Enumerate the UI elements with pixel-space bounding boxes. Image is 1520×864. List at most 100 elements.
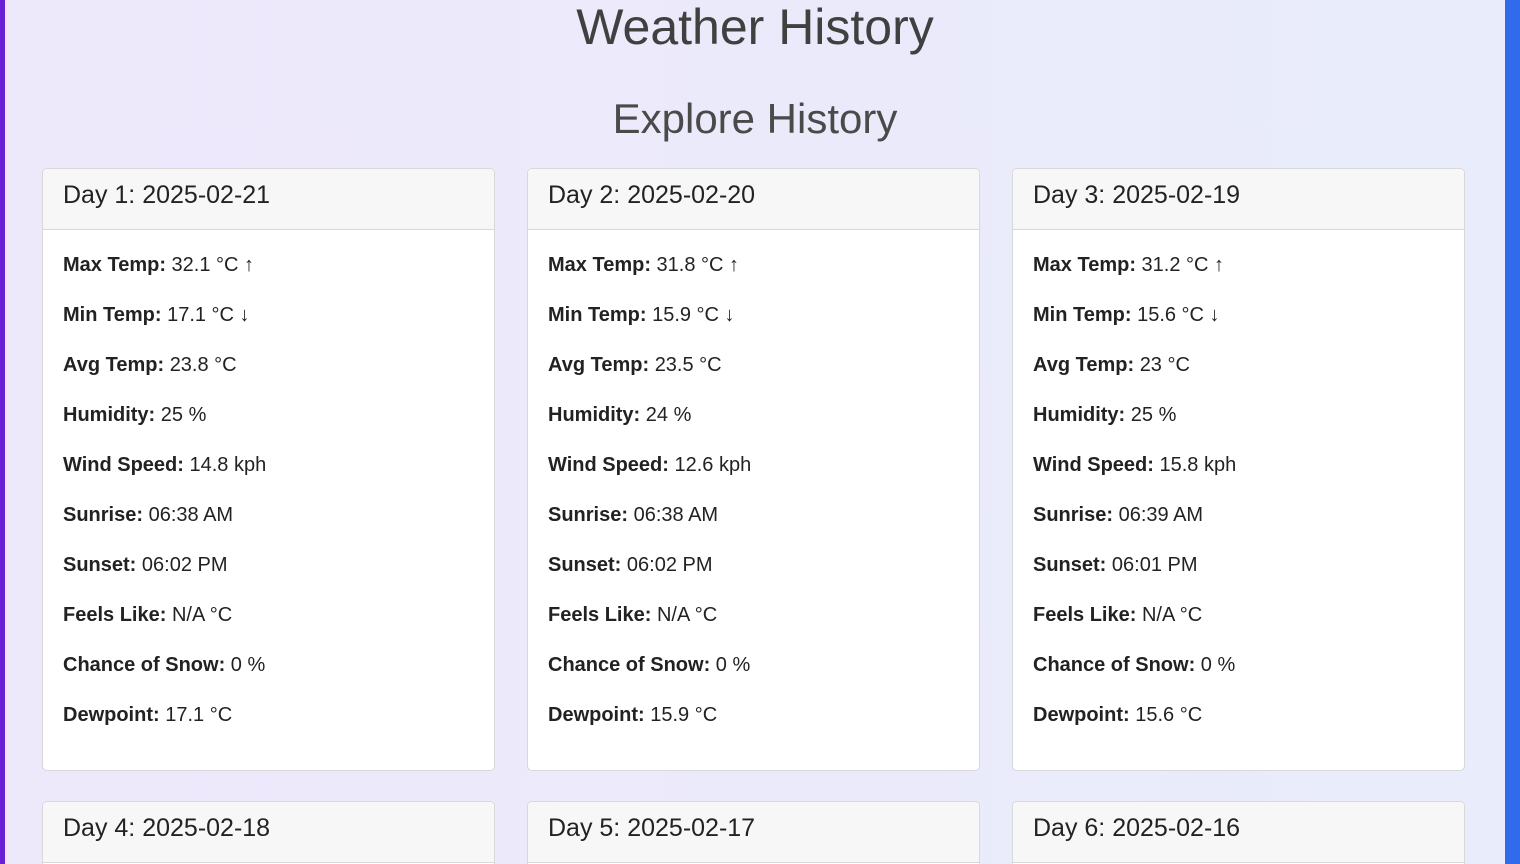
row-value: N/A °C	[656, 604, 718, 626]
max-temp-row: Max Temp: 31.2 °C ↑	[1033, 252, 1444, 302]
row-label: Avg Temp:	[1033, 354, 1135, 376]
row-label: Max Temp:	[1033, 254, 1136, 276]
row-value: 15.6 °C	[1135, 704, 1203, 726]
row-label: Avg Temp:	[548, 354, 650, 376]
humidity-row: Humidity: 24 %	[548, 402, 959, 452]
avg-temp-row: Avg Temp: 23.8 °C	[63, 352, 474, 402]
sunset-row: Sunset: 06:02 PM	[63, 552, 474, 602]
day-card-header: Day 5: 2025-02-17	[528, 802, 979, 863]
row-value: 15.6 °C ↓	[1137, 304, 1220, 326]
row-value: 32.1 °C ↑	[171, 254, 255, 276]
wind-speed-row: Wind Speed: 15.8 kph	[1033, 452, 1444, 502]
row-label: Wind Speed:	[548, 454, 669, 476]
row-label: Sunset:	[63, 554, 137, 576]
row-value: 14.8 kph	[189, 454, 267, 476]
row-value: 06:39 AM	[1118, 504, 1204, 526]
min-temp-row: Min Temp: 15.9 °C ↓	[548, 302, 959, 352]
row-value: 24 %	[645, 404, 692, 426]
row-value: 31.2 °C ↑	[1141, 254, 1225, 276]
row-value: 12.6 kph	[674, 454, 752, 476]
row-value: N/A °C	[171, 604, 233, 626]
row-label: Sunset:	[1033, 554, 1107, 576]
row-label: Wind Speed:	[63, 454, 184, 476]
row-value: 06:38 AM	[148, 504, 234, 526]
row-value: 15.9 °C ↓	[652, 304, 735, 326]
row-value: 15.9 °C	[650, 704, 718, 726]
day-card-header: Day 1: 2025-02-21	[43, 169, 494, 230]
feels-like-row: Feels Like: N/A °C	[63, 602, 474, 652]
day-card-2: Day 2: 2025-02-20 Max Temp: 31.8 °C ↑ Mi…	[527, 168, 980, 771]
row-value: 23.5 °C	[654, 354, 722, 376]
chance-of-snow-row: Chance of Snow: 0 %	[1033, 652, 1444, 702]
day-card-header: Day 2: 2025-02-20	[528, 169, 979, 230]
wind-speed-row: Wind Speed: 14.8 kph	[63, 452, 474, 502]
avg-temp-row: Avg Temp: 23.5 °C	[548, 352, 959, 402]
row-label: Feels Like:	[1033, 604, 1137, 626]
day-card-body: Max Temp: 32.1 °C ↑ Min Temp: 17.1 °C ↓ …	[43, 230, 494, 752]
wind-speed-row: Wind Speed: 12.6 kph	[548, 452, 959, 502]
day-card-6: Day 6: 2025-02-16	[1012, 801, 1465, 864]
day-card-5: Day 5: 2025-02-17	[527, 801, 980, 864]
row-value: 25 %	[1130, 404, 1177, 426]
row-label: Humidity:	[1033, 404, 1126, 426]
humidity-row: Humidity: 25 %	[63, 402, 474, 452]
max-temp-row: Max Temp: 32.1 °C ↑	[63, 252, 474, 302]
row-value: 06:01 PM	[1111, 554, 1198, 576]
min-temp-row: Min Temp: 17.1 °C ↓	[63, 302, 474, 352]
day-card-body: Max Temp: 31.2 °C ↑ Min Temp: 15.6 °C ↓ …	[1013, 230, 1464, 752]
day-card-body: Max Temp: 31.8 °C ↑ Min Temp: 15.9 °C ↓ …	[528, 230, 979, 752]
max-temp-row: Max Temp: 31.8 °C ↑	[548, 252, 959, 302]
row-value: 06:02 PM	[141, 554, 228, 576]
row-label: Humidity:	[63, 404, 156, 426]
row-label: Wind Speed:	[1033, 454, 1154, 476]
row-value: 0 %	[1200, 654, 1236, 676]
sunset-row: Sunset: 06:02 PM	[548, 552, 959, 602]
row-label: Chance of Snow:	[1033, 654, 1196, 676]
row-label: Sunset:	[548, 554, 622, 576]
row-value: 17.1 °C	[165, 704, 233, 726]
row-label: Feels Like:	[63, 604, 167, 626]
chance-of-snow-row: Chance of Snow: 0 %	[548, 652, 959, 702]
dewpoint-row: Dewpoint: 15.6 °C	[1033, 702, 1444, 752]
row-label: Max Temp:	[548, 254, 651, 276]
row-value: 0 %	[715, 654, 751, 676]
row-label: Chance of Snow:	[548, 654, 711, 676]
day-card-header: Day 3: 2025-02-19	[1013, 169, 1464, 230]
row-label: Humidity:	[548, 404, 641, 426]
sunrise-row: Sunrise: 06:38 AM	[548, 502, 959, 552]
dewpoint-row: Dewpoint: 17.1 °C	[63, 702, 474, 752]
chance-of-snow-row: Chance of Snow: 0 %	[63, 652, 474, 702]
row-label: Min Temp:	[63, 304, 162, 326]
row-value: 23.8 °C	[169, 354, 237, 376]
sunrise-row: Sunrise: 06:38 AM	[63, 502, 474, 552]
section-title: Explore History	[612, 95, 898, 142]
row-label: Dewpoint:	[1033, 704, 1130, 726]
row-label: Chance of Snow:	[63, 654, 226, 676]
row-value: 15.8 kph	[1159, 454, 1237, 476]
dewpoint-row: Dewpoint: 15.9 °C	[548, 702, 959, 752]
day-card-1: Day 1: 2025-02-21 Max Temp: 32.1 °C ↑ Mi…	[42, 168, 495, 771]
row-label: Sunrise:	[1033, 504, 1114, 526]
row-value: 23 °C	[1139, 354, 1190, 376]
day-card-3: Day 3: 2025-02-19 Max Temp: 31.2 °C ↑ Mi…	[1012, 168, 1465, 771]
row-value: 25 %	[160, 404, 207, 426]
row-value: 31.8 °C ↑	[656, 254, 740, 276]
row-label: Sunrise:	[63, 504, 144, 526]
sunset-row: Sunset: 06:01 PM	[1033, 552, 1444, 602]
row-label: Dewpoint:	[63, 704, 160, 726]
humidity-row: Humidity: 25 %	[1033, 402, 1444, 452]
min-temp-row: Min Temp: 15.6 °C ↓	[1033, 302, 1444, 352]
row-label: Avg Temp:	[63, 354, 165, 376]
day-card-4: Day 4: 2025-02-18	[42, 801, 495, 864]
day-card-header: Day 6: 2025-02-16	[1013, 802, 1464, 863]
row-value: 06:02 PM	[626, 554, 713, 576]
avg-temp-row: Avg Temp: 23 °C	[1033, 352, 1444, 402]
row-label: Max Temp:	[63, 254, 166, 276]
feels-like-row: Feels Like: N/A °C	[1033, 602, 1444, 652]
row-label: Min Temp:	[548, 304, 647, 326]
day-card-header: Day 4: 2025-02-18	[43, 802, 494, 863]
page-title: Weather History	[576, 0, 934, 55]
sunrise-row: Sunrise: 06:39 AM	[1033, 502, 1444, 552]
row-value: 0 %	[230, 654, 266, 676]
row-value: 06:38 AM	[633, 504, 719, 526]
